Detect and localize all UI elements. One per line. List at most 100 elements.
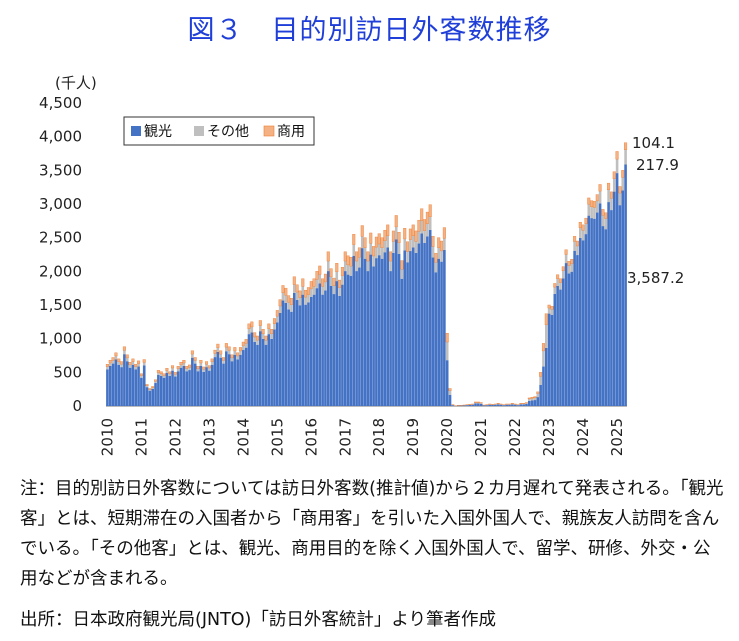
bar-segment-business: [120, 361, 124, 365]
bar-segment-other: [366, 261, 370, 272]
legend-label-business: 商用: [277, 124, 305, 140]
bar-segment-other: [250, 326, 254, 333]
bar-segment-tourism: [176, 371, 180, 406]
bar-segment-tourism: [567, 273, 571, 406]
bar-segment-business: [270, 329, 274, 335]
bar-segment-business: [281, 285, 285, 293]
bar-segment-business: [340, 267, 344, 276]
bar-segment-business: [355, 251, 359, 262]
bar-segment-business: [363, 237, 367, 248]
bar-segment-tourism: [140, 377, 143, 406]
bar-segment-business: [369, 232, 373, 244]
bar-segment-tourism: [409, 251, 412, 406]
bar-segment-business: [618, 186, 622, 194]
bar-segment-tourism: [434, 272, 438, 406]
bar-segment-other: [409, 239, 412, 252]
bar-segment-other: [375, 247, 378, 259]
bar-segment-other: [151, 387, 155, 389]
bar-segment-business: [437, 237, 441, 248]
bar-segment-other: [411, 235, 415, 248]
bar-segment-tourism: [462, 405, 466, 406]
bar-segment-tourism: [292, 292, 296, 406]
bar-segment-business: [222, 357, 226, 361]
bar-segment-other: [576, 245, 579, 256]
bar-segment-other: [242, 345, 245, 351]
bar-segment-other: [423, 230, 426, 243]
bar-segment-tourism: [338, 295, 341, 406]
legend-swatch-other: [194, 126, 204, 136]
bar-segment-other: [185, 368, 189, 372]
bar-segment-other: [377, 243, 381, 256]
bar-segment-tourism: [482, 405, 486, 406]
bar-segment-business: [558, 278, 562, 283]
bar-segment-tourism: [360, 248, 364, 406]
bar-segment-other: [593, 207, 596, 219]
bar-segment-business: [442, 227, 446, 239]
bar-segment-tourism: [227, 354, 231, 406]
bar-segment-business: [420, 208, 424, 221]
bar-segment-business: [267, 323, 271, 329]
bar-segment-tourism: [343, 271, 347, 406]
bar-segment-other: [559, 282, 562, 290]
bar-segment-business: [205, 361, 209, 365]
bar-segment-other: [528, 398, 531, 401]
bar-segment-other: [276, 316, 279, 323]
bar-segment-other: [355, 261, 358, 272]
bar-segment-other: [142, 362, 146, 366]
bar-segment-business: [199, 360, 203, 364]
bar-segment-tourism: [236, 359, 239, 406]
bar-segment-tourism: [191, 357, 194, 406]
bar-segment-other: [307, 294, 310, 303]
bar-segment-other: [290, 304, 293, 312]
bar-segment-business: [408, 228, 412, 240]
bar-segment-other: [610, 198, 613, 211]
bar-segment-business: [615, 151, 619, 160]
bar-segment-tourism: [165, 373, 169, 406]
bar-segment-tourism: [244, 347, 248, 406]
bar-segment-business: [346, 255, 350, 266]
bar-segment-business: [544, 313, 548, 326]
bar-segment-tourism: [230, 361, 234, 406]
bar-segment-tourism: [397, 253, 401, 406]
x-year-label: 2025: [608, 418, 626, 456]
bar-segment-tourism: [530, 400, 534, 406]
bar-segment-other: [403, 238, 407, 251]
bar-segment-tourism: [511, 404, 514, 406]
bar-segment-tourism: [528, 400, 531, 406]
bar-segment-other: [352, 244, 356, 256]
bar-segment-tourism: [494, 404, 497, 406]
bar-segment-business: [216, 343, 220, 348]
bar-segment-other: [547, 308, 551, 314]
bar-segment-other: [205, 364, 208, 368]
bar-segment-tourism: [392, 252, 395, 406]
bar-segment-business: [151, 386, 155, 388]
bar-segment-business: [567, 261, 571, 266]
bar-segment-other: [278, 305, 282, 313]
bar-segment-tourism: [326, 271, 330, 406]
bar-segment-tourism: [352, 255, 356, 406]
bar-segment-tourism: [604, 229, 608, 406]
bar-segment-business: [137, 360, 141, 364]
bar-segment-tourism: [505, 404, 508, 406]
bar-segment-business: [561, 266, 565, 272]
bar-segment-tourism: [406, 262, 409, 406]
bar-segment-business: [425, 211, 429, 224]
bar-segment-other: [595, 200, 599, 213]
bar-segment-tourism: [134, 369, 138, 406]
bar-segment-tourism: [332, 294, 336, 406]
bar-segment-tourism: [222, 363, 225, 406]
bar-segment-business: [309, 281, 313, 290]
bar-segment-other: [392, 241, 395, 253]
bar-segment-business: [117, 358, 121, 362]
bar-segment-business: [134, 364, 138, 367]
bar-segment-tourism: [270, 338, 273, 406]
bar-segment-tourism: [358, 267, 361, 406]
source-note: 出所：日本政府観光局(JNTO)「訪日外客統計」より筆者作成: [20, 610, 497, 630]
x-year-label: 2021: [472, 418, 490, 456]
bar-series: [105, 142, 628, 406]
legend-swatch-tourism: [131, 126, 141, 136]
bar-segment-business: [609, 191, 613, 199]
bar-segment-other: [318, 274, 322, 284]
y-tick-label: 0: [72, 397, 82, 415]
bar-segment-other: [544, 324, 548, 348]
